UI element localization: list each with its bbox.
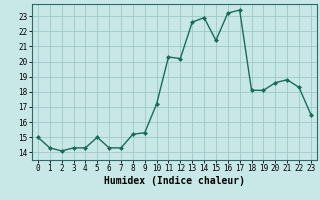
X-axis label: Humidex (Indice chaleur): Humidex (Indice chaleur) <box>104 176 245 186</box>
